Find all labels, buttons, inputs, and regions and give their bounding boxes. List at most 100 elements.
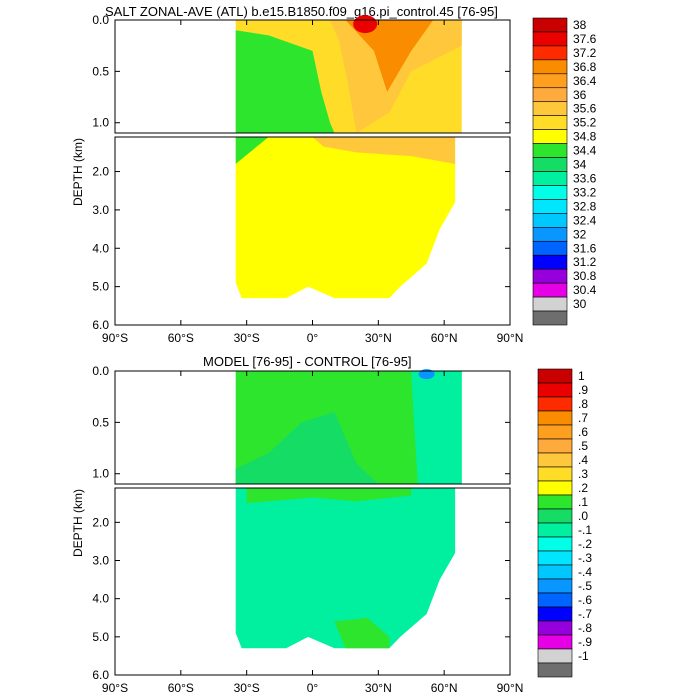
colorbar-label: 33.2 bbox=[573, 185, 597, 199]
top-xticks: 90°S 60°S 30°S 0° 30°N 60°N 90°N bbox=[102, 20, 523, 345]
bottom-ylabel: DEPTH (km) bbox=[71, 489, 85, 557]
colorbar-label: 30.4 bbox=[573, 283, 597, 297]
colorbar-label: .1 bbox=[578, 495, 588, 509]
colorbar-label: .7 bbox=[578, 411, 588, 425]
lower-salty-fill bbox=[312, 137, 456, 164]
upper-fresh-fill bbox=[411, 371, 462, 484]
colorbar-label: -1 bbox=[578, 649, 589, 663]
y-tick-label: 6.0 bbox=[92, 668, 109, 682]
bottom-upper-field bbox=[235, 369, 462, 484]
colorbar-swatch bbox=[537, 466, 573, 482]
colorbar-swatch bbox=[532, 296, 568, 312]
colorbar-swatch bbox=[537, 578, 573, 594]
colorbar-swatch bbox=[532, 227, 568, 242]
colorbar-swatch bbox=[537, 438, 573, 454]
y-tick-label: 4.0 bbox=[92, 592, 109, 606]
colorbar-label: -.4 bbox=[578, 565, 592, 579]
x-tick-label: 30°N bbox=[365, 681, 392, 695]
x-tick-label: 30°S bbox=[234, 331, 260, 345]
top-lower-field bbox=[235, 137, 456, 299]
colorbar-label: 30.8 bbox=[573, 269, 597, 283]
colorbar-label: 38 bbox=[573, 18, 587, 32]
colorbar-label: .0 bbox=[578, 509, 588, 523]
colorbar-swatch bbox=[532, 143, 568, 158]
y-tick-label: 0.0 bbox=[92, 364, 109, 378]
lower-base-fill bbox=[235, 488, 456, 649]
colorbar-swatch bbox=[537, 536, 573, 552]
colorbar-label: 32.8 bbox=[573, 199, 597, 213]
upper-fresh-fill bbox=[235, 30, 335, 133]
colorbar-label: -.1 bbox=[578, 523, 592, 537]
x-tick-label: 30°S bbox=[234, 681, 260, 695]
colorbar-label: 32 bbox=[573, 227, 587, 241]
colorbar-swatch bbox=[532, 268, 568, 284]
colorbar-label: 34 bbox=[573, 158, 587, 172]
x-tick-label: 0° bbox=[307, 331, 319, 345]
colorbar-label: -.2 bbox=[578, 537, 592, 551]
y-tick-label: 4.0 bbox=[92, 241, 109, 255]
bottom-xticks: 90°S 60°S 30°S 0° 30°N 60°N 90°N bbox=[102, 371, 523, 695]
colorbar-label: -.9 bbox=[578, 635, 592, 649]
y-tick-label: 1.0 bbox=[92, 467, 109, 481]
bottom-colorbar: 1.9.8.7.6.5.4.3.2.1.0-.1-.2-.3-.4-.5-.6-… bbox=[537, 368, 592, 678]
y-tick-label: 5.0 bbox=[92, 630, 109, 644]
colorbar-label: .9 bbox=[578, 383, 588, 397]
colorbar-swatch bbox=[532, 171, 568, 186]
bottom-lower-field bbox=[235, 488, 456, 649]
colorbar-swatch bbox=[537, 606, 573, 622]
y-tick-label: 6.0 bbox=[92, 318, 109, 332]
lower-deep-green-fill bbox=[334, 617, 390, 649]
y-tick-label: 2.0 bbox=[92, 165, 109, 179]
colorbar-label: -.3 bbox=[578, 551, 592, 565]
colorbar-label: -.8 bbox=[578, 621, 592, 635]
colorbar-label: 37.2 bbox=[573, 46, 597, 60]
colorbar-swatch bbox=[532, 115, 568, 130]
colorbar-label: 33.6 bbox=[573, 171, 597, 185]
colorbar-label: 36.4 bbox=[573, 74, 597, 88]
x-tick-label: 90°N bbox=[497, 331, 524, 345]
lower-base-fill bbox=[235, 137, 456, 299]
colorbar-label: .8 bbox=[578, 397, 588, 411]
top-title: SALT ZONAL-AVE (ATL) b.e15.B1850.f09_g16… bbox=[105, 4, 498, 19]
colorbar-swatch bbox=[532, 240, 568, 256]
x-tick-label: 60°S bbox=[168, 681, 194, 695]
x-tick-label: 30°N bbox=[365, 331, 392, 345]
y-tick-label: 0.5 bbox=[92, 64, 109, 78]
colorbar-swatch bbox=[532, 31, 568, 47]
colorbar-swatch bbox=[537, 648, 573, 664]
colorbar-label: .3 bbox=[578, 467, 588, 481]
colorbar-swatch bbox=[537, 452, 573, 468]
colorbar-swatch bbox=[532, 101, 568, 116]
colorbar-swatch bbox=[537, 662, 573, 678]
colorbar-swatch bbox=[537, 550, 573, 566]
colorbar-label: 35.2 bbox=[573, 116, 597, 130]
colorbar-swatch bbox=[537, 480, 573, 496]
upper-mid-fill bbox=[235, 412, 379, 484]
bottom-title: MODEL [76-95] - CONTROL [76-95] bbox=[203, 354, 412, 369]
colorbar-swatch bbox=[532, 213, 568, 228]
upper-min-fill bbox=[418, 369, 435, 380]
colorbar-label: -.6 bbox=[578, 593, 592, 607]
top-ylabel: DEPTH (km) bbox=[71, 138, 85, 206]
colorbar-swatch bbox=[537, 424, 573, 440]
colorbar-swatch bbox=[532, 282, 568, 298]
colorbar-label: 32.4 bbox=[573, 213, 597, 227]
colorbar-label: 31.6 bbox=[573, 241, 597, 255]
colorbar-label: .2 bbox=[578, 481, 588, 495]
colorbar-label: 36 bbox=[573, 88, 587, 102]
x-tick-label: 60°S bbox=[168, 331, 194, 345]
colorbar-label: .6 bbox=[578, 425, 588, 439]
top-upper-field bbox=[235, 15, 462, 133]
panel-top: SALT ZONAL-AVE (ATL) b.e15.B1850.f09_g16… bbox=[71, 4, 597, 345]
x-tick-label: 60°N bbox=[431, 331, 458, 345]
colorbar-swatch bbox=[537, 396, 573, 412]
colorbar-swatch bbox=[537, 620, 573, 636]
y-tick-label: 0.5 bbox=[92, 415, 109, 429]
y-tick-label: 1.0 bbox=[92, 116, 109, 130]
colorbar-swatch bbox=[532, 17, 568, 33]
x-tick-label: 90°S bbox=[102, 681, 128, 695]
colorbar-swatch bbox=[537, 508, 573, 524]
colorbar-label: 35.6 bbox=[573, 102, 597, 116]
colorbar-swatch bbox=[532, 185, 568, 200]
colorbar-label: 1 bbox=[578, 369, 585, 383]
